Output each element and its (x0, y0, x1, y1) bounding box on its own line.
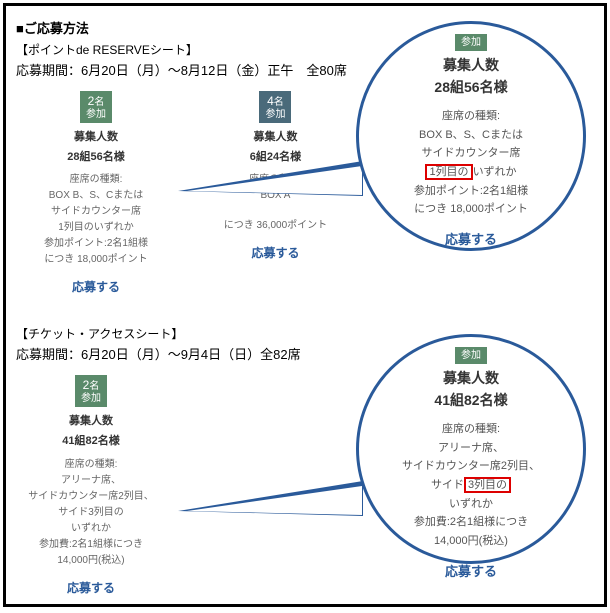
card-line: 14,000円(税込) (16, 553, 166, 569)
bubble-line: 14,000円(税込) (359, 532, 583, 551)
card-line: 座席の種類: (16, 457, 166, 473)
rec-sub: 28組56名様 (26, 149, 166, 167)
bubble-line: いずれか (359, 495, 583, 514)
bubble-line: アリーナ席、 (359, 439, 583, 458)
rec-sub: 41組82名様 (16, 433, 166, 451)
bubble-line: 座席の種類: (359, 420, 583, 439)
apply-link[interactable]: 応募する (251, 244, 299, 263)
card-line: 参加費:2名1組様につき (16, 537, 166, 553)
bubble-badge: 参加 (455, 34, 487, 51)
bubble-line: サイドカウンター席2列目、 (359, 457, 583, 476)
bubble-title: 募集人数 (359, 368, 583, 388)
bubble-apply[interactable]: 応募する (445, 229, 497, 248)
card-line: 1列目のいずれか (26, 220, 166, 236)
card-line: アリーナ席、 (16, 473, 166, 489)
callout-bubble-2: 参加 募集人数 41組82名様 座席の種類: アリーナ席、 サイドカウンター席2… (356, 334, 586, 564)
page-frame: ■ご応募方法 【ポイントde RESERVEシート】 応募期間：6月20日（月）… (3, 3, 607, 607)
rec-title: 募集人数 (26, 129, 166, 147)
badge-4: 4名参加 (259, 91, 291, 123)
bubble-tail-1 (178, 161, 363, 196)
card-line: につき 18,000ポイント (26, 252, 166, 268)
card-line: 参加ポイント:2名1組様 (26, 236, 166, 252)
bubble-tail-2 (178, 481, 363, 516)
bubble-line: 座席の種類: (359, 107, 583, 126)
bubble-line: 参加ポイント:2名1組様 (359, 182, 583, 201)
bubble-sub: 41組82名様 (359, 390, 583, 410)
bubble-line: 参加費:2名1組様につき (359, 513, 583, 532)
bubble-apply[interactable]: 応募する (445, 561, 497, 580)
highlight-box: 1列目の (425, 164, 472, 180)
bubble-line-highlight: 1列目のいずれか (359, 163, 583, 182)
bubble-line: BOX B、S、Cまたは (359, 126, 583, 145)
apply-link[interactable]: 応募する (67, 579, 115, 598)
badge-2: 2名参加 (80, 91, 112, 123)
bubble-line-highlight: サイド3列目の (359, 476, 583, 495)
card-2nin: 2名参加 募集人数 28組56名様 座席の種類: BOX B、S、Cまたは サイ… (26, 91, 166, 297)
card-line: サイドカウンター席2列目、 (16, 489, 166, 505)
highlight-box: 3列目の (464, 477, 511, 493)
rec-title: 募集人数 (205, 129, 345, 147)
apply-link[interactable]: 応募する (72, 278, 120, 297)
card-line: 座席の種類: (26, 172, 166, 188)
bubble-text: 座席の種類: BOX B、S、Cまたは サイドカウンター席 1列目のいずれか 参… (359, 107, 583, 219)
card-line: につき 36,000ポイント (205, 218, 345, 234)
bubble-title: 募集人数 (359, 55, 583, 75)
card-line: いずれか (16, 521, 166, 537)
bubble-text: 座席の種類: アリーナ席、 サイドカウンター席2列目、 サイド3列目の いずれか… (359, 420, 583, 551)
badge-2b: 2名参加 (75, 375, 107, 407)
card-line: サイド3列目の (16, 505, 166, 521)
bubble-badge: 参加 (455, 347, 487, 364)
bubble-line: につき 18,000ポイント (359, 200, 583, 219)
card-line: サイドカウンター席 (26, 204, 166, 220)
callout-bubble-1: 参加 募集人数 28組56名様 座席の種類: BOX B、S、Cまたは サイドカ… (356, 21, 586, 251)
spacer (205, 204, 345, 218)
card-line: BOX B、S、Cまたは (26, 188, 166, 204)
bubble-line: サイドカウンター席 (359, 144, 583, 163)
card-bottom: 2名参加 募集人数 41組82名様 座席の種類: アリーナ席、 サイドカウンター… (16, 375, 166, 597)
rec-title: 募集人数 (16, 413, 166, 431)
bubble-sub: 28組56名様 (359, 77, 583, 97)
